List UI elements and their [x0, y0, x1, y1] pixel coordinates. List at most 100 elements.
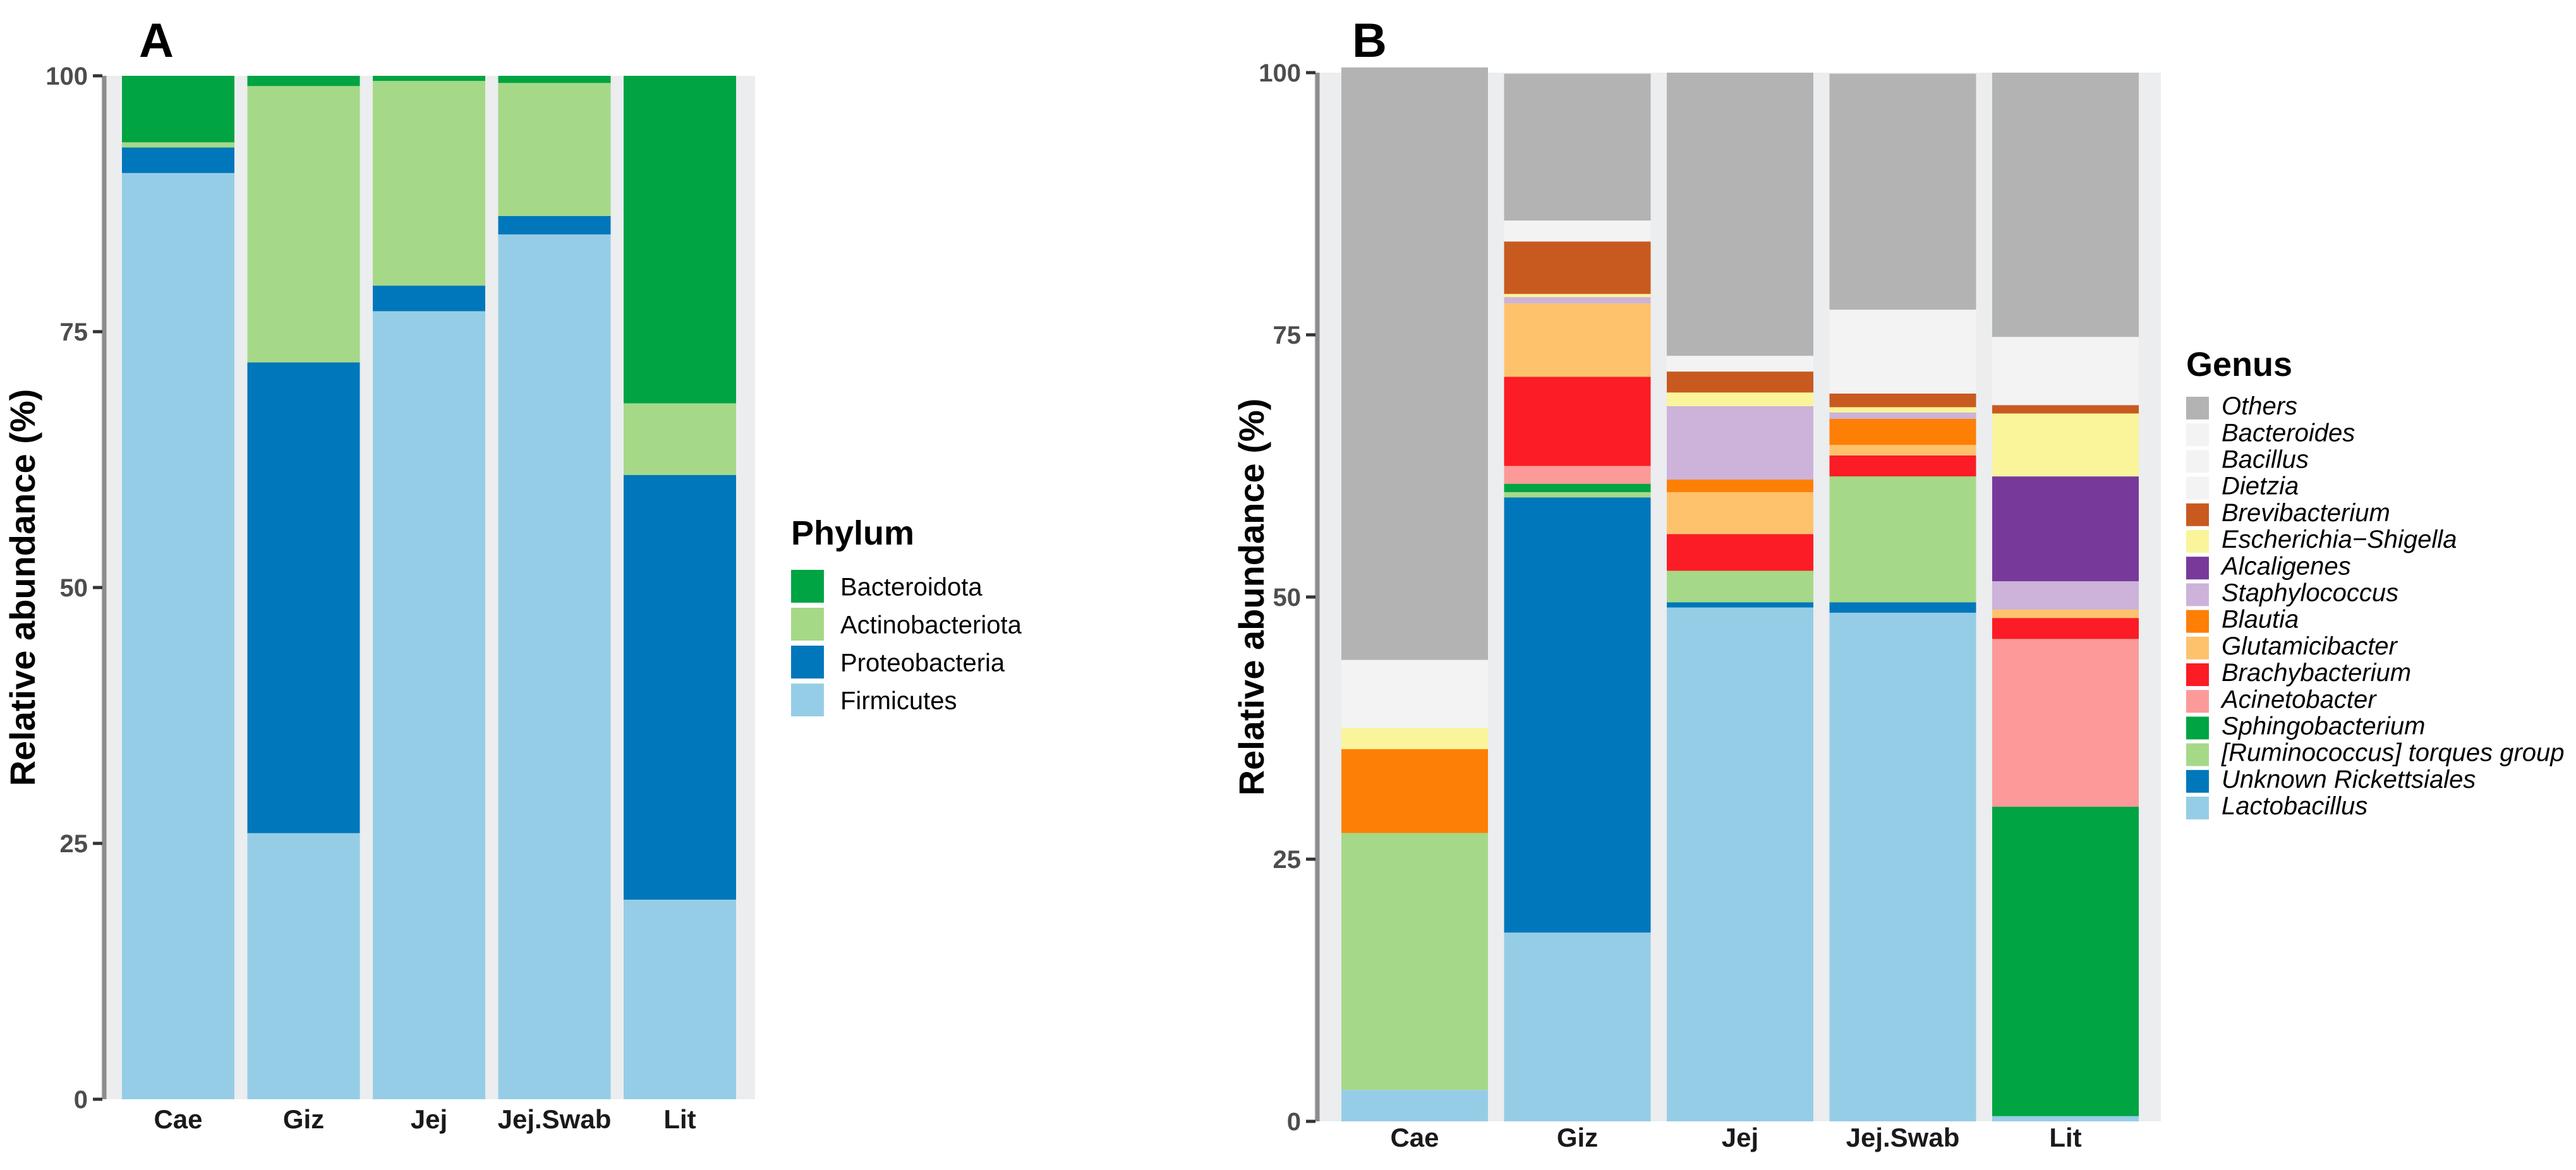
x-tick-label-jej-swab: Jej.Swab [1846, 1123, 1960, 1152]
bar-jej-swab-blautia [1829, 418, 1976, 445]
legend-swatch-bacteroidota [791, 570, 824, 603]
bar-jej-escherichia-shigella [1667, 392, 1813, 406]
bar-jej-blautia [1667, 479, 1813, 492]
legend-swatch-blautia [2186, 610, 2209, 633]
bar-jej-bacteroidota [373, 76, 485, 81]
bar-lit-proteobacteria [624, 474, 736, 900]
y-tick-label-75: 75 [60, 318, 88, 346]
bar-lit-escherichia-shigella [1992, 413, 2139, 477]
bar-jej-swab-actinobacteriota [498, 83, 611, 216]
bar-jej-brachybacterium [1667, 534, 1813, 571]
bar-jej-swab-staphylococcus [1829, 412, 1976, 419]
x-tick-label-lit: Lit [2049, 1123, 2081, 1152]
legend-swatch-sphingobacterium [2186, 716, 2209, 740]
legend-label-firmicutes: Firmicutes [840, 687, 957, 715]
bar-jej-unknown-rickettsiales [1667, 602, 1813, 608]
bar-giz-acinetobacter [1504, 466, 1651, 484]
bar-giz-bacillus [1504, 220, 1651, 242]
bar-giz-brevibacterium [1504, 241, 1651, 294]
bar-jej-proteobacteria [373, 286, 485, 311]
bar-jej-swab-unknown-rickettsiales [1829, 602, 1976, 613]
bar-giz-proteobacteria [247, 362, 360, 833]
bar-lit-brevibacterium [1992, 405, 2139, 414]
bar-cae-blautia [1341, 749, 1488, 833]
legend-swatch-dietzia [2186, 476, 2209, 500]
x-tick-label-jej: Jej [411, 1104, 447, 1134]
bar-jej-swab-brevibacterium [1829, 393, 1976, 407]
panel-letter: B [1352, 14, 1387, 68]
y-axis-title: Relative abundance (%) [3, 389, 42, 787]
bar-lit-acinetobacter [1992, 639, 2139, 807]
bar-cae-bacillus [1341, 660, 1488, 728]
bar-jej-swab-brachybacterium [1829, 455, 1976, 477]
legend-label-sphingobacterium: Sphingobacterium [2222, 712, 2425, 740]
legend-label-alcaligenes: Alcaligenes [2220, 552, 2351, 580]
legend-title: Genus [2186, 346, 2292, 383]
bar-giz-staphylococcus [1504, 297, 1651, 304]
panel-b: B Cae Giz Jej Jej.Swab Lit 0 25 50 75 100 Relative … [1231, 14, 2565, 1152]
bar-lit-brachybacterium [1992, 618, 2139, 639]
bar-cae-others [1341, 67, 1488, 660]
bar-giz-escherichia-shigella [1504, 294, 1651, 298]
legend-label-acinetobacter: Acinetobacter [2220, 685, 2377, 713]
legend-label-unknown-rickettsiales: Unknown Rickettsiales [2222, 766, 2476, 793]
bar-lit-bacillus [1992, 337, 2139, 406]
bar-giz-ruminococcus-torques-group [1504, 492, 1651, 498]
bar-jej-swab-lactobacillus [1829, 612, 1976, 1121]
bar-cae-actinobacteriota [122, 142, 234, 148]
bar-cae-firmicutes [122, 172, 234, 1099]
bar-cae-ruminococcus-torques-group [1341, 833, 1488, 1090]
y-tick-label-25: 25 [1273, 846, 1302, 874]
legend-swatch-acinetobacter [2186, 690, 2209, 713]
bar-jej-lactobacillus [1667, 607, 1813, 1121]
y-tick-label-50: 50 [1273, 584, 1302, 612]
legend-swatch-ruminococcus-torques-group [2186, 743, 2209, 766]
bar-jej-swab-others [1829, 73, 1976, 310]
bar-jej-swab-bacteroidota [498, 76, 611, 83]
legend-swatch-actinobacteriota [791, 608, 824, 641]
legend-swatch-brevibacterium [2186, 503, 2209, 526]
bar-jej-swab-ruminococcus-torques-group [1829, 476, 1976, 603]
legend-label-bacteroides: Bacteroides [2222, 419, 2355, 447]
bar-cae-escherichia-shigella [1341, 728, 1488, 749]
x-tick-label-giz: Giz [1557, 1123, 1598, 1152]
bar-giz-actinobacteriota [247, 86, 360, 363]
legend-label-bacillus: Bacillus [2222, 445, 2309, 473]
legend-swatch-firmicutes [791, 684, 824, 716]
bar-jej-brevibacterium [1667, 371, 1813, 393]
bar-jej-swab-proteobacteria [498, 215, 611, 235]
bar-giz-others [1504, 73, 1651, 221]
bar-jej-actinobacteriota [373, 81, 485, 286]
y-axis-title: Relative abundance (%) [1231, 399, 1271, 796]
bar-jej-bacillus [1667, 356, 1813, 372]
bar-giz-unknown-rickettsiales [1504, 497, 1651, 933]
legend-label-dietzia: Dietzia [2222, 473, 2299, 500]
bar-cae-lactobacillus [1341, 1090, 1488, 1121]
legend-label-staphylococcus: Staphylococcus [2222, 579, 2398, 606]
legend-label-others: Others [2222, 392, 2297, 420]
y-tick-label-0: 0 [74, 1086, 88, 1114]
bar-lit-sphingobacterium [1992, 807, 2139, 1116]
legend-swatch-alcaligenes [2186, 557, 2209, 580]
legend-swatch-glutamicibacter [2186, 636, 2209, 660]
bar-jej-swab-bacillus [1829, 310, 1976, 394]
bar-giz-glutamicibacter [1504, 303, 1651, 377]
bar-lit-staphylococcus [1992, 581, 2139, 610]
legend-swatch-brachybacterium [2186, 663, 2209, 686]
bar-lit-bacteroidota [624, 76, 736, 404]
legend-label-escherichia-shigella: Escherichia−Shigella [2222, 526, 2457, 553]
y-tick-label-75: 75 [1273, 322, 1302, 349]
panel-a: A Cae Giz Jej Jej.Swab Lit 0 25 50 75 100 Relative … [3, 14, 1022, 1134]
x-tick-label-lit: Lit [663, 1104, 696, 1134]
legend-swatch-unknown-rickettsiales [2186, 769, 2209, 793]
legend-swatch-bacillus [2186, 450, 2209, 473]
y-tick-label-100: 100 [1259, 59, 1301, 87]
bar-lit-others [1992, 73, 2139, 337]
legend-label-glutamicibacter: Glutamicibacter [2222, 632, 2398, 660]
bar-lit-actinobacteriota [624, 403, 736, 475]
legend-swatch-proteobacteria [791, 646, 824, 678]
bar-lit-glutamicibacter [1992, 609, 2139, 618]
bar-jej-glutamicibacter [1667, 492, 1813, 534]
bar-giz-sphingobacterium [1504, 483, 1651, 492]
